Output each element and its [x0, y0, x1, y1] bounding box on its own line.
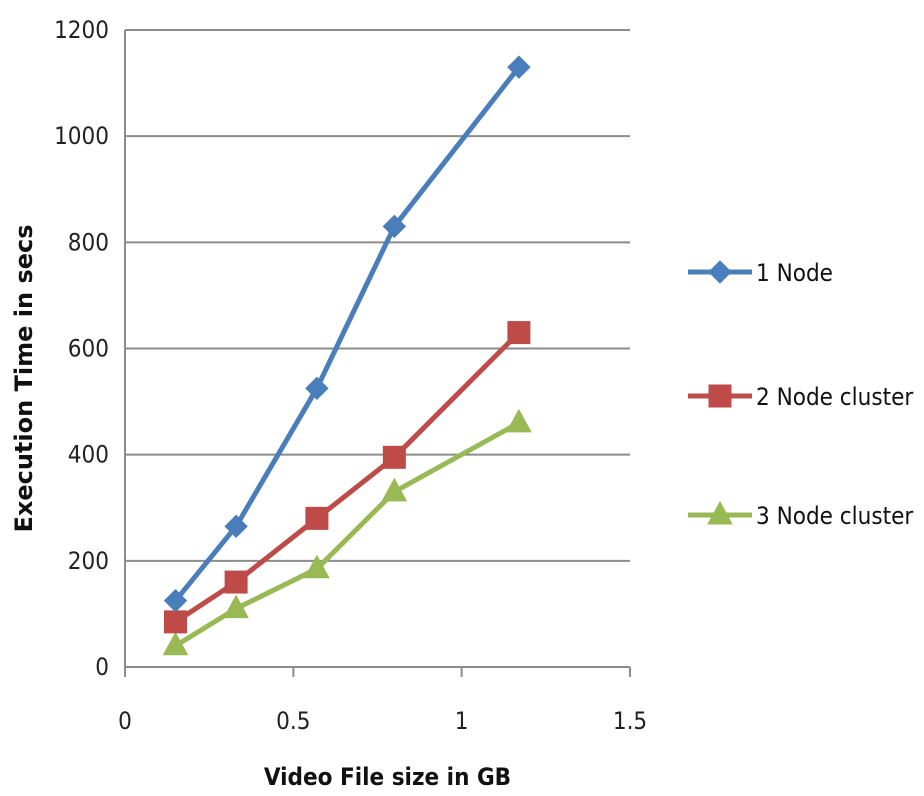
y-tick-label: 1000 [54, 122, 109, 150]
y-tick-label: 200 [68, 547, 109, 575]
legend-marker [708, 260, 732, 284]
series-2-node-cluster [164, 321, 531, 634]
x-axis-title: Video File size in GB [264, 763, 511, 791]
legend-label: 2 Node cluster [756, 383, 913, 411]
data-point [224, 514, 248, 539]
data-point [507, 321, 531, 345]
x-tick-label: 0.5 [276, 707, 310, 735]
data-point [164, 610, 187, 634]
legend-marker [707, 500, 733, 525]
x-tick-labels: 0 0.5 1 1.5 [118, 707, 647, 735]
legend-marker [708, 384, 732, 408]
y-tick-label: 800 [68, 228, 109, 256]
y-tick-label: 0 [95, 653, 109, 681]
series-layer [162, 55, 532, 656]
legend-item: 3 Node cluster [688, 500, 913, 530]
data-point [507, 55, 531, 79]
y-axis-title: Execution Time in secs [10, 224, 38, 532]
data-point [224, 570, 248, 594]
data-point [506, 408, 532, 433]
data-point [304, 554, 330, 579]
y-tick-label: 600 [68, 335, 109, 363]
y-tick-label: 1200 [54, 16, 109, 44]
series-3-node-cluster [162, 408, 532, 656]
data-point [223, 594, 249, 619]
x-tick-label: 1.5 [613, 707, 647, 735]
y-tick-label: 400 [68, 441, 109, 469]
legend-label: 3 Node cluster [756, 502, 913, 530]
x-tick-label: 1 [455, 707, 469, 735]
data-point [163, 588, 188, 613]
axes [124, 30, 631, 677]
series-line [173, 65, 521, 603]
gridlines [125, 29, 630, 562]
data-point [382, 445, 406, 469]
data-point [162, 631, 189, 656]
data-point [305, 376, 329, 401]
data-point [382, 214, 407, 239]
legend-label: 1 Node [756, 259, 833, 287]
data-point [305, 506, 329, 530]
series-1-node [163, 55, 531, 613]
legend-item: 2 Node cluster [688, 383, 913, 411]
data-point [381, 477, 408, 502]
legend: 1 Node 2 Node cluster 3 Node cluster [688, 259, 913, 530]
y-tick-labels: 0 200 400 600 800 1000 1200 [54, 16, 109, 681]
x-tick-label: 0 [118, 707, 132, 735]
legend-item: 1 Node [688, 259, 833, 287]
